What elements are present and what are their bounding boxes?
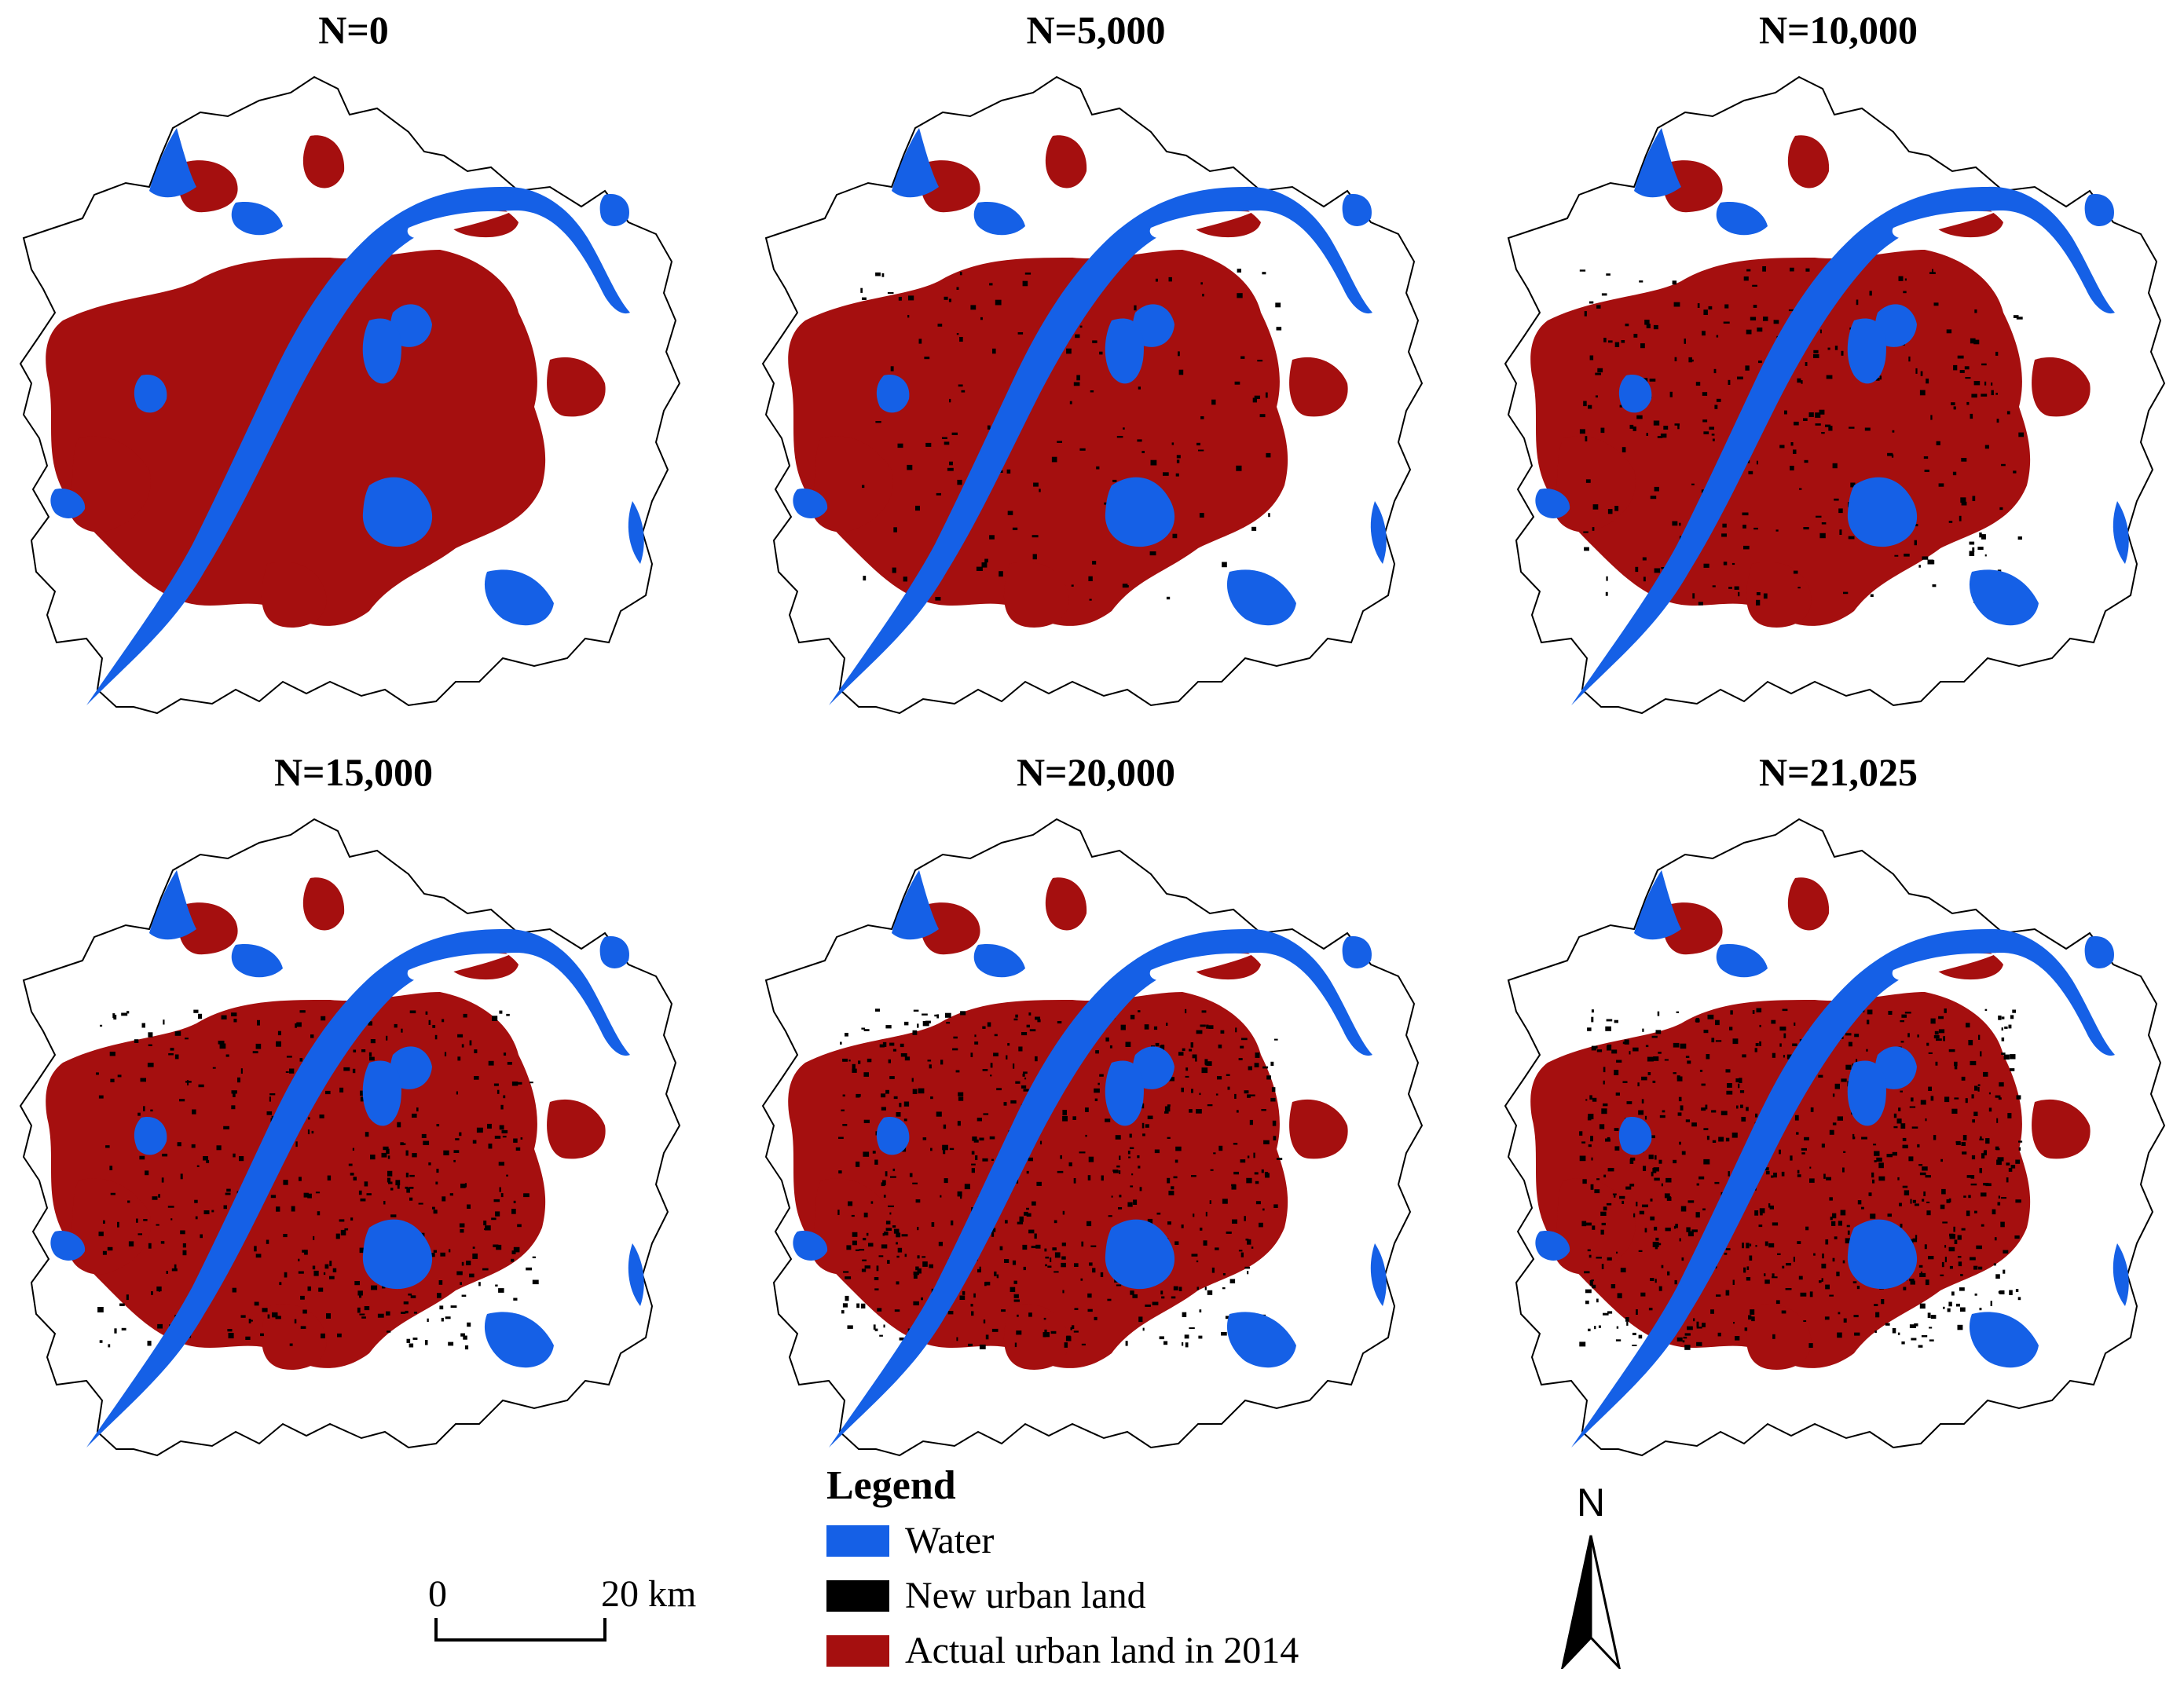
scale-bar-line	[434, 1618, 606, 1642]
legend-title: Legend	[826, 1463, 956, 1508]
north-label: N	[1576, 1481, 1606, 1524]
map-image	[1504, 75, 2166, 715]
map-image	[19, 818, 681, 1457]
map-panel: N=20,000	[742, 749, 1449, 1487]
legend-swatch	[826, 1635, 889, 1667]
scale-start-label: 0	[428, 1573, 447, 1615]
map-panel: N=0	[0, 6, 707, 745]
north-arrow: N	[1559, 1481, 1622, 1669]
map-panel: N=15,000	[0, 749, 707, 1487]
panel-title: N=0	[318, 8, 389, 52]
legend-label: Actual urban land in 2014	[905, 1630, 1299, 1671]
panel-title: N=20,000	[1016, 750, 1176, 794]
panel-title: N=21,025	[1758, 750, 1918, 794]
map-image	[19, 75, 681, 715]
map-image	[761, 75, 1424, 715]
scale-end-label: 20 km	[601, 1573, 697, 1615]
legend-swatch	[826, 1525, 889, 1557]
panel-title: N=15,000	[273, 750, 434, 794]
panel-title: N=5,000	[1026, 8, 1166, 52]
legend-label: Water	[905, 1520, 995, 1561]
legend-swatch	[826, 1580, 889, 1612]
legend-label: New urban land	[905, 1575, 1146, 1616]
map-panel: N=5,000	[742, 6, 1449, 745]
legend: Legend Water New urban land Actual urban…	[826, 1462, 1455, 1698]
map-image	[1504, 818, 2166, 1457]
scale-bar: 0 20 km	[409, 1571, 738, 1657]
map-panel: N=10,000	[1485, 6, 2184, 745]
map-image	[761, 818, 1424, 1457]
map-panel: N=21,025	[1485, 749, 2184, 1487]
panel-title: N=10,000	[1758, 8, 1918, 52]
north-arrow-icon	[1561, 1535, 1621, 1669]
